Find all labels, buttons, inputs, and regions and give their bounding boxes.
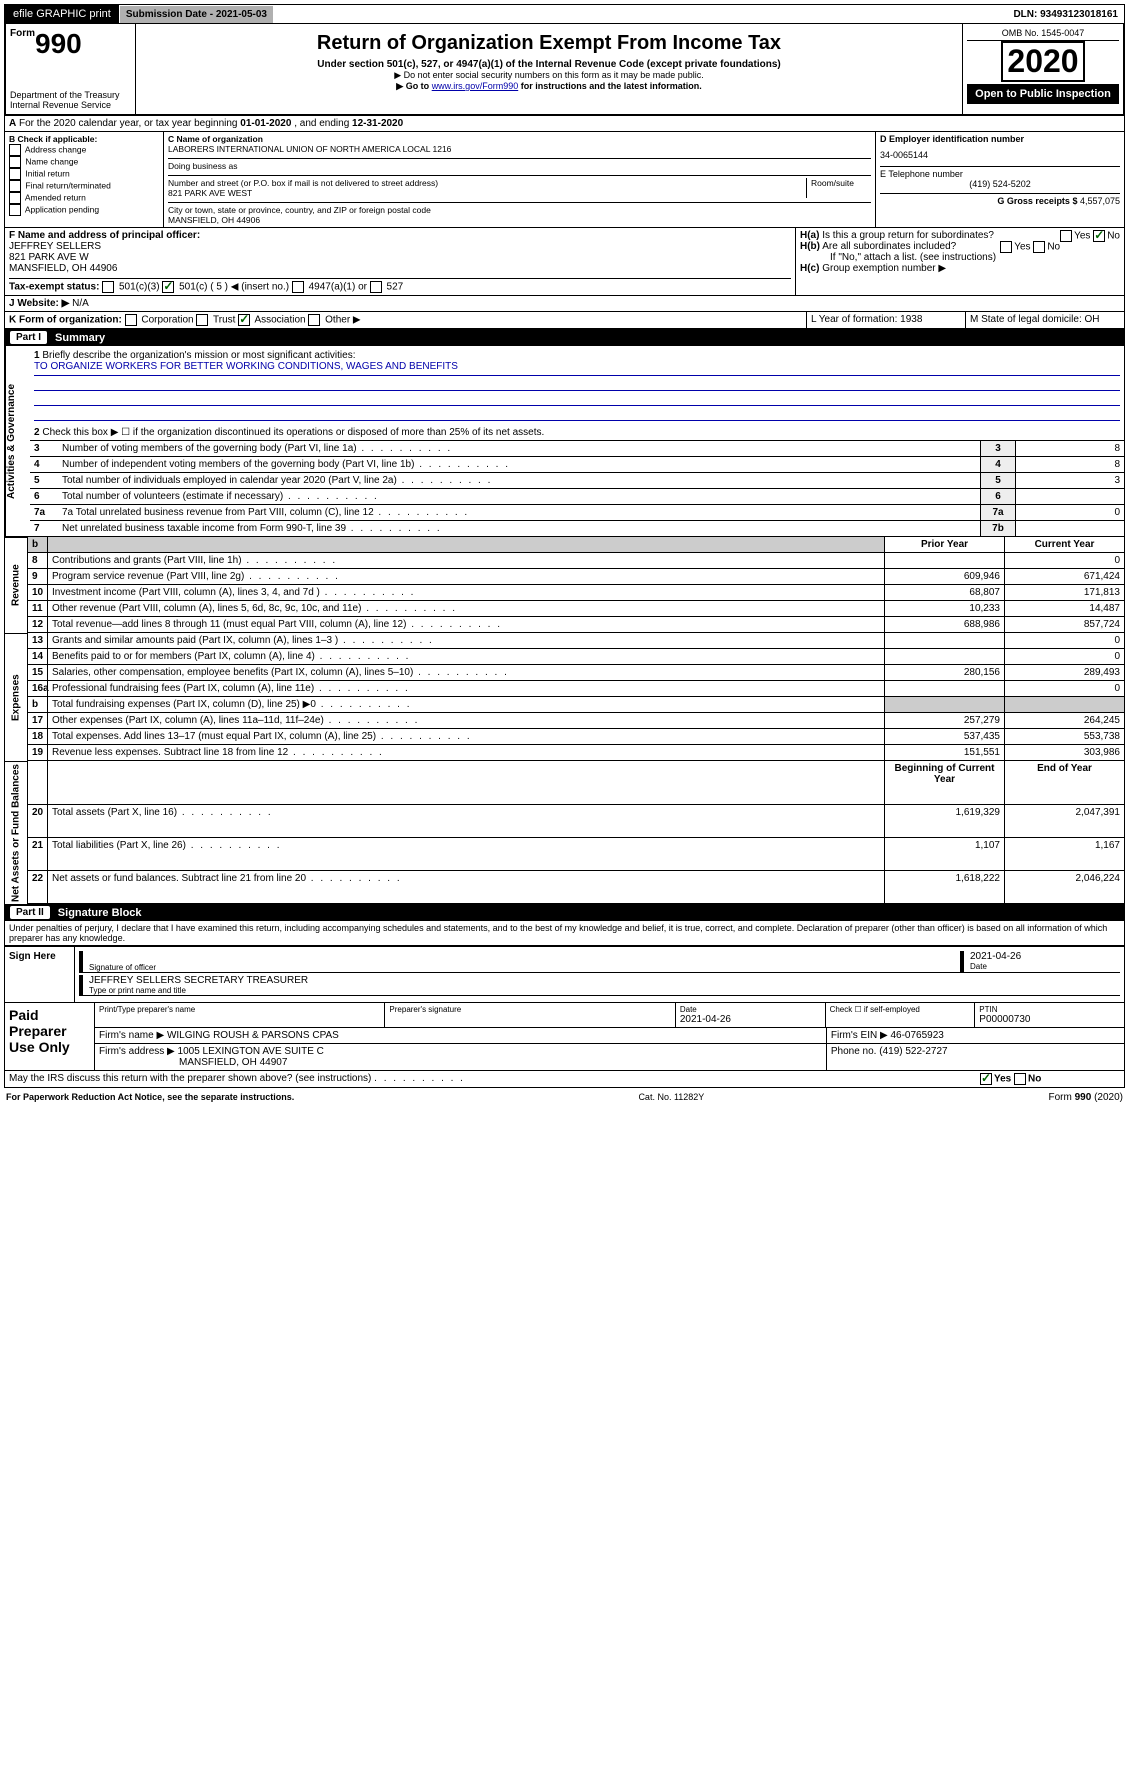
attach-list-note: If "No," attach a list. (see instruction… bbox=[800, 252, 1120, 263]
form-header: Form990 Department of the Treasury Inter… bbox=[4, 24, 1125, 116]
check-item[interactable] bbox=[9, 192, 21, 204]
check-item[interactable] bbox=[9, 204, 21, 216]
check-item[interactable] bbox=[9, 144, 21, 156]
trust-checkbox[interactable] bbox=[196, 314, 208, 326]
subordinates-label: Are all subordinates included? bbox=[822, 241, 956, 252]
form-org-row: K Form of organization: Corporation Trus… bbox=[4, 312, 1125, 329]
4947-checkbox[interactable] bbox=[292, 281, 304, 293]
sign-here-block: Sign Here Signature of officer 2021-04-2… bbox=[4, 946, 1125, 1003]
mission-label: Briefly describe the organization's miss… bbox=[42, 350, 355, 361]
activities-sidebar: Activities & Governance bbox=[5, 346, 30, 536]
cat-no: Cat. No. 11282Y bbox=[638, 1092, 704, 1103]
mission-text: TO ORGANIZE WORKERS FOR BETTER WORKING C… bbox=[34, 361, 1120, 376]
part2-header: Part IISignature Block bbox=[4, 904, 1125, 921]
omb-number: OMB No. 1545-0047 bbox=[967, 28, 1119, 41]
officer-addr2: MANSFIELD, OH 44906 bbox=[9, 263, 791, 274]
527-checkbox[interactable] bbox=[370, 281, 382, 293]
501c3-checkbox[interactable] bbox=[102, 281, 114, 293]
paid-preparer-block: Paid Preparer Use Only Print/Type prepar… bbox=[4, 1003, 1125, 1071]
tax-year-row: A For the 2020 calendar year, or tax yea… bbox=[4, 116, 1125, 132]
sig-date-label: Date bbox=[970, 962, 1120, 971]
check-applicable-label: B Check if applicable: bbox=[9, 134, 97, 144]
year-formation: 1938 bbox=[900, 314, 922, 325]
gross-receipts-value: 4,557,075 bbox=[1080, 196, 1120, 206]
ptin: P00000730 bbox=[979, 1014, 1030, 1025]
website-row: J Website: ▶ N/A bbox=[4, 296, 1125, 312]
discuss-yes-checkbox[interactable] bbox=[980, 1073, 992, 1085]
hb-no-checkbox[interactable] bbox=[1033, 241, 1045, 253]
sign-here-label: Sign Here bbox=[5, 947, 75, 1002]
sig-name-label: Type or print name and title bbox=[89, 986, 1120, 995]
top-toolbar: efile GRAPHIC print Submission Date - 20… bbox=[4, 4, 1125, 24]
check-item[interactable] bbox=[9, 156, 21, 168]
dln-label: DLN: 93493123018161 bbox=[1007, 6, 1124, 23]
prep-date: 2021-04-26 bbox=[680, 1014, 731, 1025]
check-item[interactable] bbox=[9, 168, 21, 180]
check-item[interactable] bbox=[9, 180, 21, 192]
discuss-row: May the IRS discuss this return with the… bbox=[4, 1071, 1125, 1088]
assoc-checkbox[interactable] bbox=[238, 314, 250, 326]
irs-link[interactable]: www.irs.gov/Form990 bbox=[432, 81, 519, 91]
open-public-badge: Open to Public Inspection bbox=[967, 84, 1119, 104]
form-note-ssn: ▶ Do not enter social security numbers o… bbox=[140, 70, 958, 81]
city-value: MANSFIELD, OH 44906 bbox=[168, 215, 871, 225]
state-domicile: OH bbox=[1085, 314, 1100, 325]
org-name-label: C Name of organization bbox=[168, 134, 871, 144]
org-info-row: B Check if applicable: Address change Na… bbox=[4, 132, 1125, 228]
paid-preparer-label: Paid Preparer Use Only bbox=[5, 1003, 95, 1070]
form-number: Form990 bbox=[10, 28, 131, 60]
phone-label: E Telephone number bbox=[880, 169, 1120, 179]
form-page-label: Form 990 (2020) bbox=[1049, 1092, 1123, 1103]
sig-name: JEFFREY SELLERS SECRETARY TREASURER bbox=[89, 975, 1120, 986]
city-label: City or town, state or province, country… bbox=[168, 205, 871, 215]
firm-addr: 1005 LEXINGTON AVE SUITE C bbox=[178, 1046, 324, 1057]
ein-value: 34-0065144 bbox=[880, 150, 1120, 160]
phone-value: (419) 524-5202 bbox=[880, 179, 1120, 189]
form-title: Return of Organization Exempt From Incom… bbox=[140, 32, 958, 55]
dept-label: Department of the Treasury Internal Reve… bbox=[10, 90, 131, 110]
address-value: 821 PARK AVE WEST bbox=[168, 188, 806, 198]
tax-exempt-label: Tax-exempt status: bbox=[9, 282, 99, 293]
officer-row: F Name and address of principal officer:… bbox=[4, 228, 1125, 296]
group-exemption-label: Group exemption number ▶ bbox=[822, 263, 946, 274]
corp-checkbox[interactable] bbox=[125, 314, 137, 326]
form-subtitle: Under section 501(c), 527, or 4947(a)(1)… bbox=[140, 59, 958, 70]
firm-ein: 46-0765923 bbox=[890, 1030, 943, 1041]
firm-city: MANSFIELD, OH 44907 bbox=[99, 1057, 287, 1068]
paperwork-notice: For Paperwork Reduction Act Notice, see … bbox=[6, 1092, 294, 1103]
org-name: LABORERS INTERNATIONAL UNION OF NORTH AM… bbox=[168, 144, 871, 154]
sig-date: 2021-04-26 bbox=[970, 951, 1120, 962]
efile-button[interactable]: efile GRAPHIC print bbox=[5, 5, 120, 23]
perjury-text: Under penalties of perjury, I declare th… bbox=[4, 921, 1125, 946]
officer-addr1: 821 PARK AVE W bbox=[9, 252, 791, 263]
hb-yes-checkbox[interactable] bbox=[1000, 241, 1012, 253]
other-checkbox[interactable] bbox=[308, 314, 320, 326]
room-suite-label: Room/suite bbox=[806, 178, 871, 198]
website-value: N/A bbox=[72, 298, 89, 309]
501c-checkbox[interactable] bbox=[162, 281, 174, 293]
ha-yes-checkbox[interactable] bbox=[1060, 230, 1072, 242]
line2-text: Check this box ▶ ☐ if the organization d… bbox=[42, 427, 544, 438]
gross-receipts-label: G Gross receipts $ bbox=[997, 196, 1080, 206]
submission-date-label: Submission Date - 2021-05-03 bbox=[120, 6, 273, 23]
discuss-no-checkbox[interactable] bbox=[1014, 1073, 1026, 1085]
officer-label: F Name and address of principal officer: bbox=[9, 230, 791, 241]
part1-header: Part ISummary bbox=[4, 329, 1125, 346]
firm-phone: (419) 522-2727 bbox=[879, 1046, 947, 1057]
tax-year: 2020 bbox=[1001, 41, 1084, 82]
firm-name: WILGING ROUSH & PARSONS CPAS bbox=[167, 1030, 339, 1041]
officer-name: JEFFREY SELLERS bbox=[9, 241, 791, 252]
ein-label: D Employer identification number bbox=[880, 134, 1024, 144]
page-footer: For Paperwork Reduction Act Notice, see … bbox=[4, 1088, 1125, 1107]
group-return-label: Is this a group return for subordinates? bbox=[822, 230, 994, 241]
ha-no-checkbox[interactable] bbox=[1093, 230, 1105, 242]
dba-label: Doing business as bbox=[168, 158, 871, 171]
address-label: Number and street (or P.O. box if mail i… bbox=[168, 178, 806, 188]
form-note-link: ▶ Go to www.irs.gov/Form990 for instruct… bbox=[140, 81, 958, 92]
sig-officer-label: Signature of officer bbox=[89, 963, 960, 972]
